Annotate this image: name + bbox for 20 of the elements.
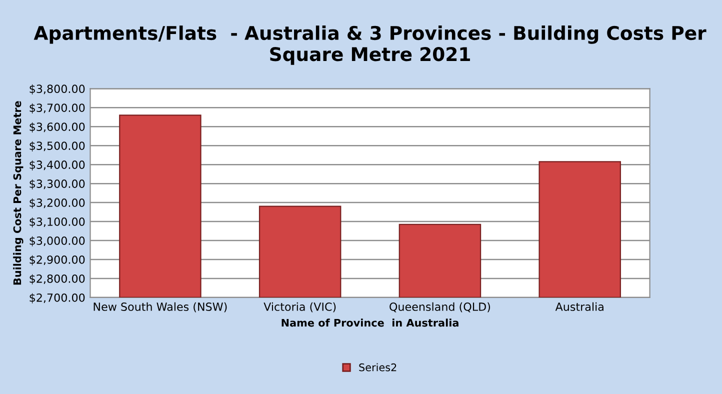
y-tick-label: $3,000.00	[30, 236, 85, 246]
x-tick-label: Australia	[555, 302, 604, 311]
y-axis-title: Building Cost Per Square Metre	[13, 101, 24, 285]
x-tick-label: Queensland (QLD)	[390, 302, 490, 312]
y-tick-label: $3,300.00	[30, 179, 85, 190]
y-tick-label: $2,800.00	[30, 274, 85, 284]
y-tick-label: $3,400.00	[30, 160, 85, 170]
legend-label: Series2	[359, 363, 396, 372]
y-tick-label: $3,800.00	[30, 84, 85, 95]
y-tick-label: $2,900.00	[30, 255, 85, 266]
x-axis-title: Name of Province in Australia	[282, 318, 458, 327]
y-tick-label: $3,100.00	[30, 217, 85, 228]
y-tick-label: $3,600.00	[30, 122, 85, 132]
chart-title: Apartments/Flats - Australia & 3 Provinces - Building Costs Per Square Metre 2021	[34, 26, 706, 65]
y-tick-label: $2,700.00	[30, 293, 85, 304]
y-tick-label: $3,700.00	[30, 103, 85, 114]
y-tick-label: $3,500.00	[30, 141, 85, 152]
x-tick-label: New South Wales (NSW)	[94, 302, 227, 312]
x-tick-label: Victoria (VIC)	[264, 302, 336, 312]
y-tick-label: $3,200.00	[30, 198, 85, 208]
